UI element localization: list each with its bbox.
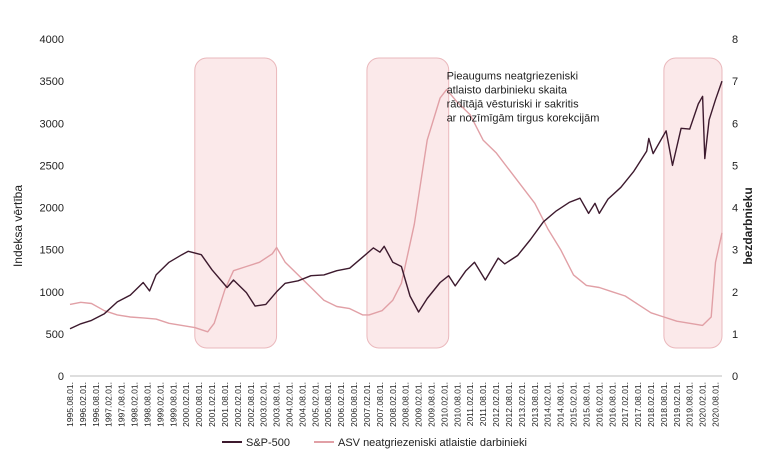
x-tick-label: 2003.02.01. xyxy=(259,382,269,427)
x-tick-label: 2012.08.01. xyxy=(504,382,514,427)
x-tick-label: 2005.02.01. xyxy=(310,382,320,427)
x-tick-label: 2014.02.01. xyxy=(543,382,553,427)
y-axis-label-left: Indeksa vērtība xyxy=(11,185,25,267)
x-tick-label: 1999.08.01. xyxy=(168,382,178,427)
x-tick-label: 1998.08.01. xyxy=(142,382,152,427)
x-tick-label: 2020.02.01. xyxy=(698,382,708,427)
y-tick-right: 1 xyxy=(732,329,738,341)
y-tick-left: 3000 xyxy=(40,118,64,130)
x-tick-label: 2017.02.01. xyxy=(620,382,630,427)
x-tick-label: 2004.02.01. xyxy=(284,382,294,427)
series-lines xyxy=(69,80,723,333)
x-tick-label: 2019.02.01. xyxy=(672,382,682,427)
y-tick-right: 6 xyxy=(732,118,738,130)
x-tick-label: 2009.02.01. xyxy=(414,382,424,427)
x-tick-label: 2001.02.01. xyxy=(207,382,217,427)
x-tick-label: 2004.08.01. xyxy=(297,382,307,427)
x-tick-label: 2003.08.01. xyxy=(272,382,282,427)
x-tick-label: 2018.02.01. xyxy=(646,382,656,427)
y-tick-right: 3 xyxy=(732,245,738,257)
x-tick-label: 2018.08.01. xyxy=(659,382,669,427)
x-tick-label: 2009.08.01. xyxy=(427,382,437,427)
y-tick-right: 0 xyxy=(732,371,738,383)
x-tick-label: 2013.02.01. xyxy=(517,382,527,427)
y-axis-left: 0 500 1000 1500 2000 2500 3000 3500 4000 xyxy=(40,34,64,383)
x-tick-label: 2015.02.01. xyxy=(569,382,579,427)
series-line-sp500 xyxy=(69,80,723,330)
y-tick-left: 3500 xyxy=(40,76,64,88)
series-line-layoffs xyxy=(69,88,723,333)
x-tick-label: 2001.08.01. xyxy=(220,382,230,427)
x-tick-label: 1997.02.01. xyxy=(104,382,114,427)
x-tick-label: 2020.08.01. xyxy=(711,382,721,427)
x-tick-label: 1996.02.01. xyxy=(78,382,88,427)
legend-label-2: ASV neatgriezeniski atlaistie darbinieki xyxy=(338,437,527,449)
annotation-line: rādītājā vēsturiski ir sakritis xyxy=(447,98,580,110)
x-tick-label: 1995.08.01. xyxy=(65,382,75,427)
x-tick-label: 2010.08.01. xyxy=(452,382,462,427)
x-tick-label: 2019.08.01. xyxy=(685,382,695,427)
x-tick-label: 2000.08.01. xyxy=(194,382,204,427)
x-tick-label: 2017.08.01. xyxy=(633,382,643,427)
y-tick-left: 4000 xyxy=(40,34,64,46)
legend: S&P-500 ASV neatgriezeniski atlaistie dar… xyxy=(222,437,527,449)
x-tick-label: 2008.02.01. xyxy=(388,382,398,427)
x-tick-label: 2013.08.01. xyxy=(530,382,540,427)
y-axis-label-right: bezdarbnieku xyxy=(741,187,755,264)
x-tick-label: 2005.08.01. xyxy=(323,382,333,427)
y-axis-right: 0 1 2 3 4 5 6 7 8 xyxy=(732,34,738,383)
x-tick-label: 2007.08.01. xyxy=(375,382,385,427)
x-tick-label: 2016.08.01. xyxy=(607,382,617,427)
y-tick-right: 4 xyxy=(732,203,738,215)
x-tick-label: 2002.02.01. xyxy=(233,382,243,427)
y-tick-right: 2 xyxy=(732,287,738,299)
y-tick-right: 5 xyxy=(732,160,738,172)
legend-label-1: S&P-500 xyxy=(246,437,290,449)
x-tick-label: 2007.02.01. xyxy=(362,382,372,427)
x-tick-label: 1998.02.01. xyxy=(130,382,140,427)
y-tick-left: 0 xyxy=(58,371,64,383)
y-tick-left: 2500 xyxy=(40,160,64,172)
x-tick-label: 2011.02.01. xyxy=(465,382,475,426)
annotation-line: Pieaugums neatgriezeniski xyxy=(447,70,578,82)
annotation-line: atlaisto darbinieku skaita xyxy=(447,84,568,96)
x-tick-label: 2014.08.01. xyxy=(556,382,566,427)
y-tick-right: 8 xyxy=(732,34,738,46)
x-tick-label: 2011.08.01. xyxy=(478,382,488,426)
x-tick-label: 1997.08.01. xyxy=(117,382,127,427)
y-tick-left: 500 xyxy=(46,329,64,341)
x-tick-label: 1996.08.01. xyxy=(91,382,101,427)
x-tick-label: 2002.08.01. xyxy=(246,382,256,427)
y-tick-right: 7 xyxy=(732,76,738,88)
x-tick-label: 2008.08.01. xyxy=(401,382,411,427)
y-tick-left: 2000 xyxy=(40,203,64,215)
x-tick-label: 2012.02.01. xyxy=(491,382,501,427)
shaded-period-3 xyxy=(663,57,723,349)
x-tick-label: 1999.02.01. xyxy=(155,382,165,427)
y-tick-left: 1000 xyxy=(40,287,64,299)
x-tick-label: 2006.08.01. xyxy=(349,382,359,427)
shaded-period-1 xyxy=(194,57,278,349)
annotation-line: ar nozīmīgām tirgus korekcijām xyxy=(447,112,600,124)
y-tick-left: 1500 xyxy=(40,245,64,257)
chart-annotation: Pieaugums neatgriezeniski atlaisto darbin… xyxy=(447,70,600,124)
x-tick-label: 2015.08.01. xyxy=(581,382,591,427)
shaded-period-2 xyxy=(366,57,450,349)
x-axis: 1995.08.01. 1996.02.01. 1996.08.01. 1997.02… xyxy=(65,375,722,427)
x-tick-label: 2006.02.01. xyxy=(336,382,346,427)
shaded-periods xyxy=(194,57,723,349)
x-tick-label: 2000.02.01. xyxy=(181,382,191,427)
x-tick-label: 2016.02.01. xyxy=(594,382,604,427)
x-tick-label: 2010.02.01. xyxy=(439,382,449,427)
